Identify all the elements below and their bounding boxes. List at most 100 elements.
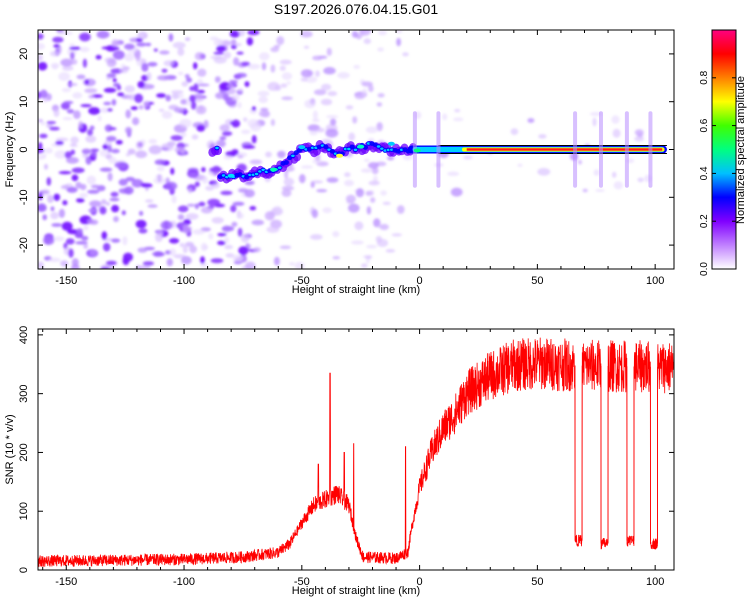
noise-blob xyxy=(286,81,292,85)
noise-blob xyxy=(161,68,168,73)
noise-blob xyxy=(111,39,119,48)
snr-xtick-label: -100 xyxy=(173,576,195,588)
noise-blob xyxy=(181,256,192,265)
noise-blob xyxy=(365,255,372,260)
spectrogram-xtick-label: -150 xyxy=(55,275,77,287)
noise-blob xyxy=(312,118,320,123)
noise-blob xyxy=(136,42,147,47)
noise-blob xyxy=(61,87,71,93)
noise-blob xyxy=(637,177,644,183)
noise-blob xyxy=(114,161,128,169)
noise-blob xyxy=(348,132,356,141)
noise-blob xyxy=(39,89,48,99)
noise-blob xyxy=(164,181,178,191)
noise-blob xyxy=(366,206,372,215)
noise-blob xyxy=(304,99,316,109)
noise-blob xyxy=(189,245,198,254)
noise-blob xyxy=(230,205,237,213)
noise-blob xyxy=(189,86,196,92)
noise-blob xyxy=(56,30,64,33)
noise-blob xyxy=(174,146,186,153)
noise-blob xyxy=(163,60,175,67)
noise-blob xyxy=(233,120,239,125)
noise-blob xyxy=(215,92,225,99)
noise-blob xyxy=(345,194,356,204)
noise-blob xyxy=(87,208,97,213)
noise-blob xyxy=(84,88,98,94)
noise-blob xyxy=(355,188,364,198)
noise-blob xyxy=(147,62,158,67)
noise-blob xyxy=(60,184,70,190)
noise-blob xyxy=(91,184,100,189)
noise-blob xyxy=(153,48,158,52)
spectrogram-xtick-label: 100 xyxy=(646,275,664,287)
noise-blob xyxy=(223,155,233,160)
noise-blob xyxy=(80,183,87,191)
noise-blob xyxy=(50,51,60,57)
noise-blob xyxy=(124,85,135,93)
noise-blob xyxy=(58,72,70,81)
spectrogram-xlabel: Height of straight line (km) xyxy=(292,284,420,296)
noise-blob xyxy=(87,189,100,194)
noise-blob xyxy=(71,167,85,174)
noise-blob xyxy=(363,38,371,45)
noise-blob xyxy=(190,101,197,110)
noise-blob xyxy=(221,225,235,232)
noise-blob xyxy=(303,45,310,49)
dropout-streak xyxy=(598,111,603,188)
noise-blob xyxy=(103,242,111,252)
noise-blob xyxy=(64,151,72,159)
noise-blob xyxy=(103,101,112,106)
noise-blob xyxy=(58,208,65,218)
noise-blob xyxy=(300,69,313,78)
noise-blob xyxy=(200,262,208,268)
noise-blob xyxy=(171,195,177,204)
noise-blob xyxy=(97,115,102,122)
noise-blob xyxy=(50,211,59,220)
noise-blob xyxy=(538,134,547,139)
snr-ytick-label: 400 xyxy=(18,326,30,344)
noise-blob xyxy=(217,240,226,246)
noise-blob xyxy=(281,189,292,197)
noise-blob xyxy=(273,44,281,48)
noise-blob xyxy=(219,124,230,132)
noise-blob xyxy=(337,72,350,79)
noise-blob xyxy=(385,249,396,253)
noise-blob xyxy=(246,37,254,46)
noise-blob xyxy=(361,81,373,87)
noise-blob xyxy=(259,52,270,61)
noise-blob xyxy=(162,144,173,149)
noise-blob xyxy=(245,261,256,269)
noise-blob xyxy=(83,243,89,249)
noise-blob xyxy=(153,177,166,184)
noise-blob xyxy=(75,241,88,245)
noise-blob xyxy=(348,203,360,213)
noise-blob xyxy=(517,163,523,167)
noise-blob xyxy=(90,219,99,225)
noise-blob xyxy=(200,256,205,264)
noise-blob xyxy=(396,37,401,47)
noise-blob xyxy=(454,109,461,113)
noise-blob xyxy=(79,192,89,198)
dropout-streak xyxy=(648,111,653,188)
noise-blob xyxy=(283,177,295,186)
noise-blob xyxy=(60,260,69,267)
noise-blob xyxy=(141,63,149,72)
noise-blob xyxy=(53,236,65,242)
noise-blob xyxy=(207,198,221,207)
noise-blob xyxy=(69,46,81,50)
ridge-core xyxy=(291,154,295,157)
noise-blob xyxy=(354,221,364,231)
noise-blob xyxy=(138,228,148,234)
noise-blob xyxy=(103,87,117,93)
noise-blob xyxy=(110,191,119,197)
noise-blob xyxy=(202,245,209,250)
noise-blob xyxy=(146,72,152,81)
noise-blob xyxy=(110,46,120,51)
noise-blob xyxy=(157,75,170,81)
noise-blob xyxy=(351,240,364,245)
noise-blob xyxy=(578,159,582,165)
noise-blob xyxy=(321,83,332,91)
noise-blob xyxy=(377,93,385,98)
